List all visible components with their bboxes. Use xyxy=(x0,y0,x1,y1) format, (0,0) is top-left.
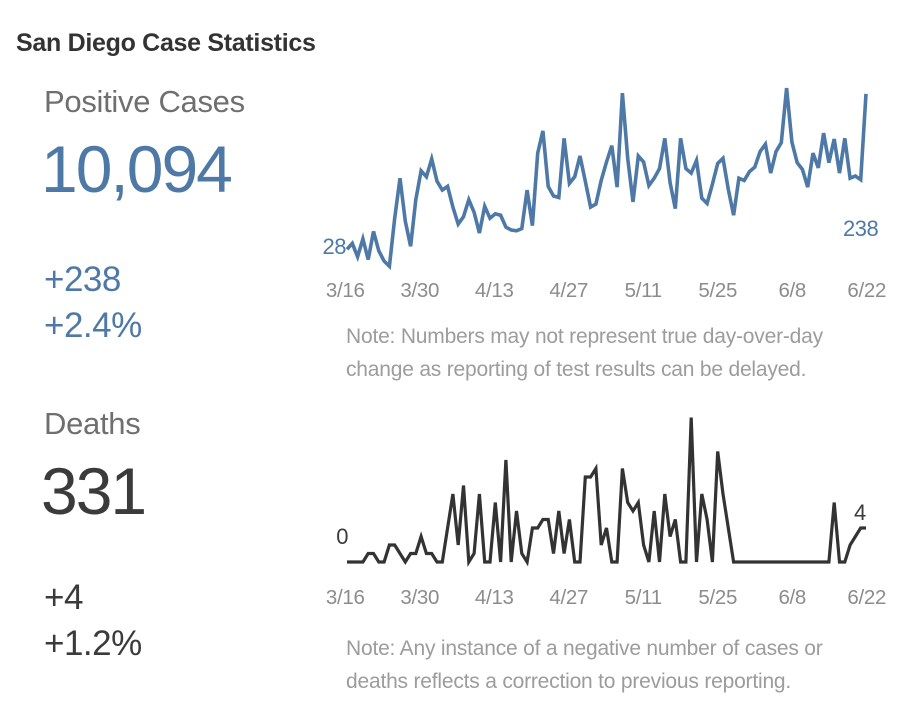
deaths-sparkline-chart[interactable] xyxy=(345,405,870,568)
x-tick-label: 4/13 xyxy=(474,279,514,302)
page-title: San Diego Case Statistics xyxy=(16,28,316,57)
cases-note-line1: Note: Numbers may not represent true day… xyxy=(346,325,823,348)
x-tick-label: 3/30 xyxy=(400,586,440,609)
sparkline-path xyxy=(345,87,868,271)
x-tick-label: 3/16 xyxy=(325,586,365,609)
x-tick-label: 4/27 xyxy=(549,279,589,302)
positive-cases-label: Positive Cases xyxy=(44,84,245,119)
x-tick-label: 5/11 xyxy=(624,586,662,609)
deaths-change-pct: +1.2% xyxy=(44,624,142,663)
x-tick-label: 5/25 xyxy=(698,586,738,609)
deaths-label: Deaths xyxy=(44,406,141,441)
deaths-total: 331 xyxy=(41,454,147,528)
sparkline-path xyxy=(347,417,866,568)
x-tick-label: 5/11 xyxy=(624,279,662,302)
deaths-note-line2: deaths reflects a correction to previous… xyxy=(346,670,792,693)
x-tick-label: 6/8 xyxy=(778,586,807,609)
deaths-x-axis: 3/16 3/30 4/13 4/27 5/11 5/25 6/8 6/22 xyxy=(308,586,904,610)
x-tick-label: 6/22 xyxy=(847,586,887,609)
positive-cases-change: +238 +2.4% xyxy=(44,257,142,349)
x-tick-label: 3/30 xyxy=(400,279,440,302)
x-tick-label: 6/22 xyxy=(847,279,887,302)
deaths-end-value-label: 4 xyxy=(854,500,866,525)
deaths-note-line1: Note: Any instance of a negative number … xyxy=(346,637,823,660)
cases-note-line2: change as reporting of test results can … xyxy=(346,358,807,381)
deaths-change: +4 +1.2% xyxy=(44,575,142,667)
x-tick-label: 4/13 xyxy=(474,586,514,609)
deaths-start-value-label: 0 xyxy=(336,524,348,549)
positive-cases-total: 10,094 xyxy=(41,132,233,206)
x-tick-label: 3/16 xyxy=(325,279,365,302)
cases-start-value-label: 28 xyxy=(322,234,347,259)
x-tick-label: 6/8 xyxy=(778,279,807,302)
positive-cases-change-abs: +238 xyxy=(44,260,121,299)
cases-sparkline-chart[interactable] xyxy=(345,80,870,275)
x-tick-label: 5/25 xyxy=(698,279,738,302)
deaths-change-abs: +4 xyxy=(44,578,83,617)
deaths-note: Note: Any instance of a negative number … xyxy=(346,632,891,698)
positive-cases-change-pct: +2.4% xyxy=(44,306,142,345)
cases-x-axis: 3/16 3/30 4/13 4/27 5/11 5/25 6/8 6/22 xyxy=(308,279,904,303)
cases-end-value-label: 238 xyxy=(843,216,879,241)
x-tick-label: 4/27 xyxy=(549,586,589,609)
cases-note: Note: Numbers may not represent true day… xyxy=(346,320,891,386)
